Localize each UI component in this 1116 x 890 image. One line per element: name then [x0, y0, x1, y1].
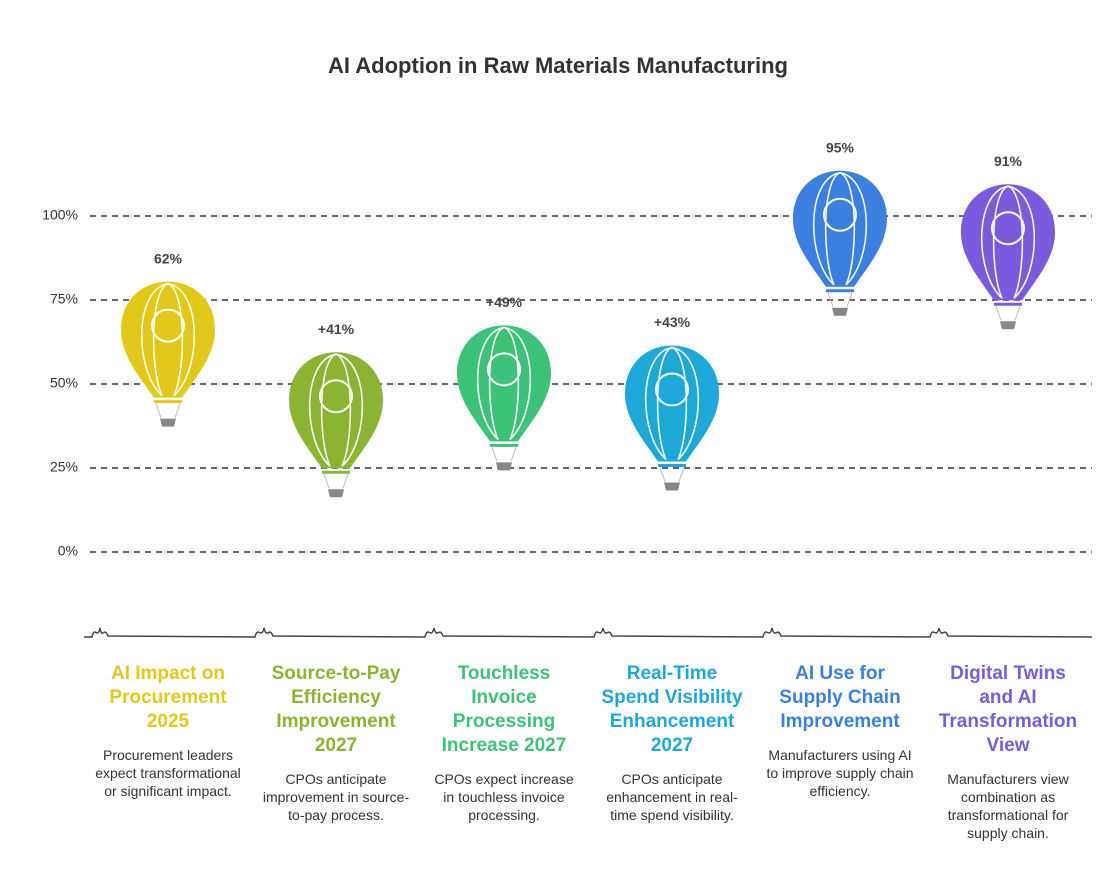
balloon-stripe: [980, 185, 1036, 299]
rope: [827, 292, 834, 307]
y-tick-label: 100%: [42, 207, 78, 223]
balloon-envelope: [961, 184, 1055, 301]
value-label: +41%: [318, 321, 355, 337]
balloon-envelope: [457, 325, 551, 442]
category-label: Digital Twins and AI Transformation View: [938, 663, 1078, 756]
balloon-stripe: [140, 282, 196, 397]
balloon-envelope: [289, 352, 383, 469]
icon: [655, 372, 689, 407]
category-label: Touchless Invoice Processing Increase 20…: [441, 663, 567, 756]
rope: [659, 467, 666, 482]
rope: [491, 447, 498, 462]
description: CPOs anticipate improvement in source-to…: [262, 771, 410, 823]
category-label: AI Use for Supply Chain Improvement: [779, 663, 901, 732]
icon: [823, 197, 857, 232]
rope: [1014, 306, 1021, 321]
balloon-stripe: [308, 353, 364, 467]
balloon-stripe: [476, 326, 532, 440]
balloon-envelope: [121, 281, 215, 398]
balloon: [289, 352, 383, 498]
y-tick-label: 25%: [50, 459, 78, 475]
description: CPOs anticipate enhancement in real-time…: [606, 771, 738, 823]
value-label: +49%: [486, 294, 523, 310]
rope: [995, 306, 1002, 321]
balloon-envelope: [793, 170, 887, 287]
category-label: Real-Time Spend Visibility Enhancement 2…: [601, 663, 743, 756]
rope: [678, 467, 685, 482]
basket: [328, 489, 344, 498]
y-tick-label: 0%: [58, 543, 78, 559]
chart-title: AI Adoption in Raw Materials Manufacturi…: [328, 53, 788, 78]
icon: [319, 379, 353, 414]
rope: [174, 403, 181, 418]
category-label: Source-to-Pay Efficiency Improvement 202…: [271, 663, 401, 756]
basket: [160, 418, 176, 427]
description: CPOs expect increase in touchless invoic…: [434, 771, 574, 823]
balloon-stripe: [812, 172, 868, 286]
rope: [342, 474, 349, 489]
balloon: [625, 345, 719, 491]
icon: [151, 308, 185, 343]
basket: [1000, 321, 1016, 330]
description: Procurement leaders expect transformatio…: [95, 747, 241, 799]
icon: [487, 352, 521, 387]
balloon: [457, 325, 551, 471]
y-tick-label: 50%: [50, 375, 78, 391]
balloon: [793, 170, 887, 316]
balloon-envelope: [625, 345, 719, 462]
icon: [991, 211, 1025, 246]
rope: [155, 403, 162, 418]
description: Manufacturers view combination as transf…: [947, 771, 1069, 841]
value-label: 95%: [826, 140, 855, 156]
value-label: 91%: [994, 153, 1023, 169]
basket: [664, 482, 680, 491]
basket: [496, 462, 512, 471]
rope: [510, 447, 517, 462]
rope: [323, 474, 330, 489]
description: Manufacturers using AI to improve supply…: [766, 747, 914, 799]
basket: [832, 307, 848, 316]
value-label: +43%: [654, 314, 691, 330]
balloon: [121, 281, 215, 427]
balloon-stripe: [644, 346, 700, 461]
y-tick-label: 75%: [50, 291, 78, 307]
category-label: AI Impact on Procurement 2025: [109, 663, 227, 732]
balloon: [961, 184, 1055, 330]
rope: [846, 292, 853, 307]
value-label: 62%: [154, 250, 183, 266]
ground-line: [84, 627, 1093, 638]
